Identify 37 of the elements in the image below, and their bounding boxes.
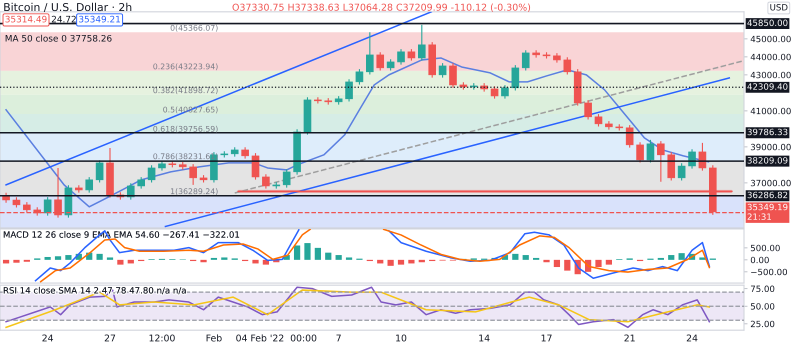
annotation: 35314.49 xyxy=(5,16,47,22)
chart-title: Bitcoin / U.S. Dollar · 2h xyxy=(4,2,132,12)
y-tick-label: 45000.00 xyxy=(750,36,791,42)
annotation: 35349.21 xyxy=(79,16,120,22)
ref-line-label: 39786.33 xyxy=(748,128,788,136)
ref-line-label: 42309.40 xyxy=(747,83,788,90)
ref-line-label: 38209.09 xyxy=(748,157,788,164)
ref-line-label: 45850.00 xyxy=(747,20,788,26)
x-tick-label: 27 xyxy=(104,334,116,342)
x-tick-label: 21 xyxy=(624,334,635,342)
x-tick-label: 14 xyxy=(479,334,490,342)
x-tick-label: 12:00 xyxy=(150,334,175,342)
x-tick-label: 17 xyxy=(542,334,552,342)
y-tick-label: 43000.00 xyxy=(750,72,791,78)
y-tick-label: 75.00 xyxy=(750,286,774,292)
x-tick-label: 24 xyxy=(686,334,698,342)
y-tick-label: 50.00 xyxy=(750,303,774,310)
y-tick-label: −500.00 xyxy=(751,268,788,276)
y-tick-label: 500.00 xyxy=(750,244,780,252)
y-tick-label: 0.00 xyxy=(750,256,769,264)
chart-subtitle: O37330.75 H37338.63 L37064.28 C37209.99 -110.12 (-0.30%) xyxy=(232,3,530,12)
ref-line-label: 35349.19 21:31 xyxy=(748,204,788,220)
x-tick-label: 04 Feb '22 00:00 xyxy=(236,334,316,342)
x-tick-label: Feb xyxy=(206,334,222,342)
x-tick-label: 10 xyxy=(396,334,406,342)
annotation: MA 50 close 0 37758.26 xyxy=(6,34,112,42)
ref-line-label: 36286.82 xyxy=(748,192,788,198)
y-tick-label: 39000.00 xyxy=(750,144,791,150)
x-tick-label: 7 xyxy=(336,334,341,342)
chart-title: RSI 14 close SMA 14 2 47.78 47.80 n/a n/a xyxy=(4,286,186,294)
y-axis-title: USD xyxy=(770,4,788,11)
y-tick-label: 37000.00 xyxy=(750,180,791,186)
y-tick-label: 41000.00 xyxy=(750,108,791,114)
y-tick-label: 44000.00 xyxy=(750,54,791,60)
y-tick-label: 25.00 xyxy=(750,320,774,328)
x-tick-label: 24 xyxy=(42,334,54,342)
annotation: 24.72 xyxy=(52,16,76,22)
